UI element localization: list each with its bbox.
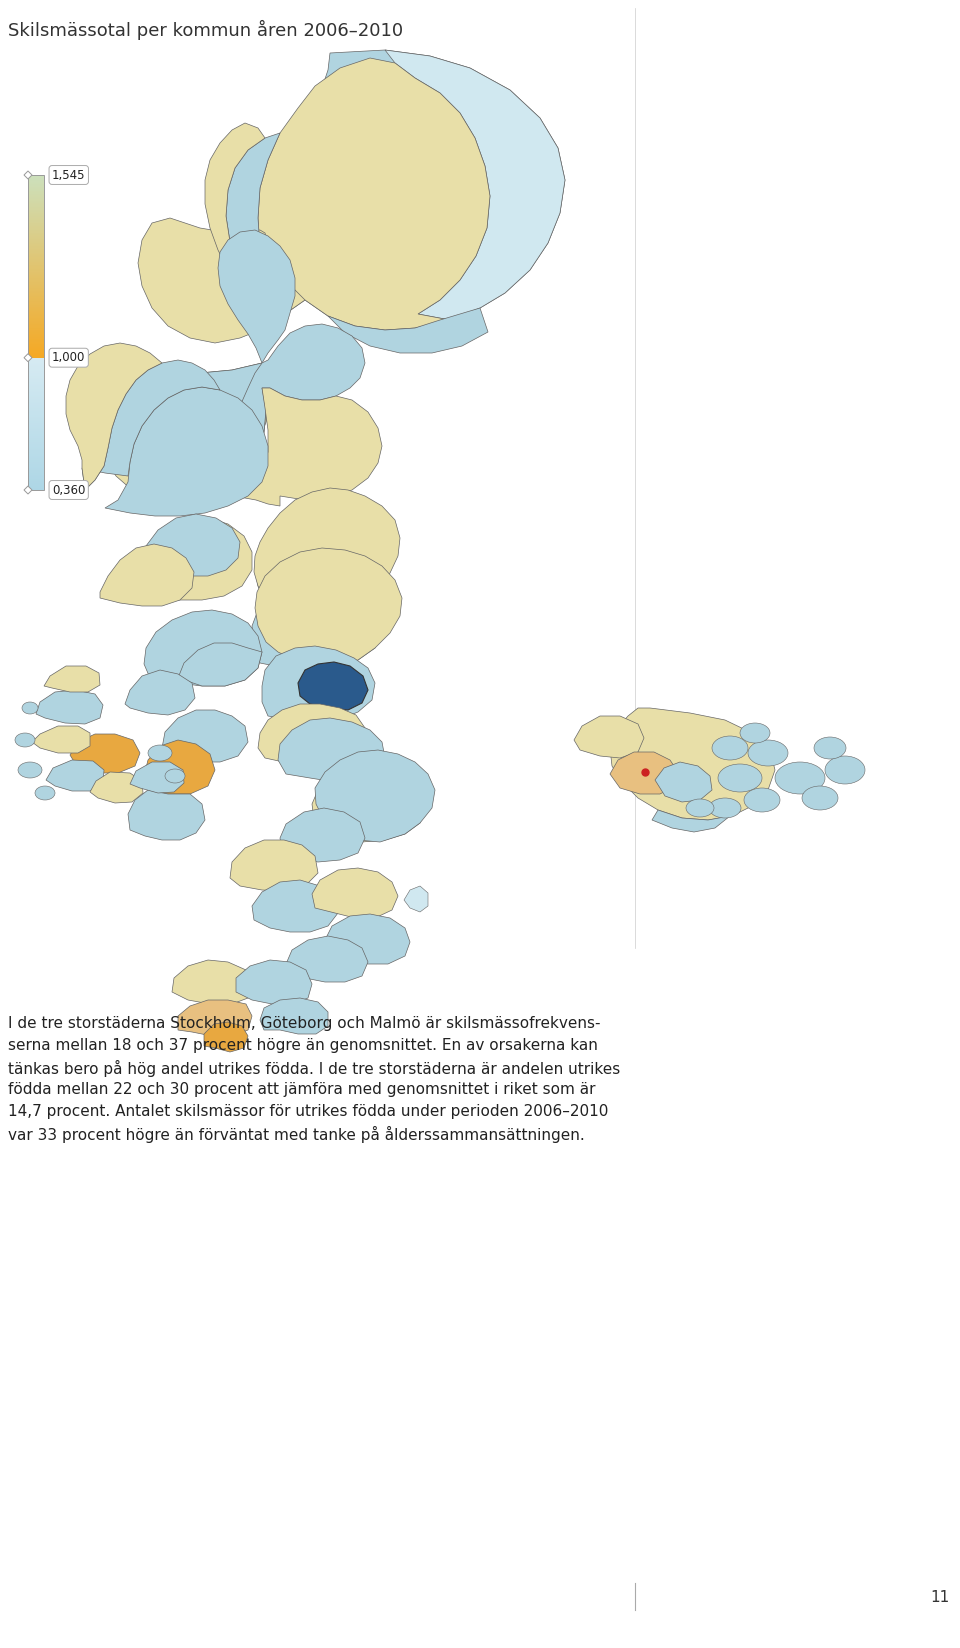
Text: serna mellan 18 och 37 procent högre än genomsnittet. En av orsakerna kan: serna mellan 18 och 37 procent högre än … [8, 1038, 598, 1053]
Polygon shape [46, 760, 104, 791]
Text: I de tre storstäderna Stockholm, Göteborg och Malmö är skilsmässofrekvens-: I de tre storstäderna Stockholm, Götebor… [8, 1017, 601, 1032]
Polygon shape [36, 691, 103, 723]
Polygon shape [162, 710, 248, 761]
Ellipse shape [775, 761, 825, 794]
Ellipse shape [814, 737, 846, 760]
Polygon shape [280, 808, 365, 862]
Polygon shape [100, 544, 194, 606]
Polygon shape [610, 751, 678, 794]
Polygon shape [254, 488, 400, 611]
Ellipse shape [718, 765, 762, 793]
Polygon shape [148, 387, 382, 509]
Polygon shape [286, 936, 368, 982]
Polygon shape [262, 646, 375, 722]
Polygon shape [178, 1000, 252, 1037]
Polygon shape [574, 715, 644, 758]
Polygon shape [100, 363, 270, 499]
Polygon shape [252, 582, 382, 671]
Polygon shape [652, 811, 730, 832]
Polygon shape [24, 354, 32, 361]
Text: 1,545: 1,545 [52, 168, 85, 181]
Polygon shape [262, 49, 565, 330]
Polygon shape [218, 231, 295, 363]
Bar [28, 175, 44, 489]
Polygon shape [226, 133, 280, 328]
Text: 0,360: 0,360 [52, 483, 85, 496]
Text: tänkas bero på hög andel utrikes födda. I de tre storstäderna är andelen utrikes: tänkas bero på hög andel utrikes födda. … [8, 1060, 620, 1078]
Ellipse shape [744, 788, 780, 812]
Polygon shape [655, 761, 712, 803]
Polygon shape [385, 49, 565, 320]
Polygon shape [312, 868, 398, 918]
Text: 1,000: 1,000 [52, 351, 85, 364]
Polygon shape [128, 789, 205, 840]
Polygon shape [124, 325, 365, 493]
Polygon shape [252, 880, 338, 933]
Polygon shape [230, 840, 318, 892]
Text: 11: 11 [931, 1590, 950, 1605]
Polygon shape [328, 308, 488, 353]
Ellipse shape [748, 740, 788, 766]
Polygon shape [278, 719, 385, 783]
Ellipse shape [712, 737, 748, 760]
Ellipse shape [35, 786, 55, 799]
Polygon shape [255, 549, 402, 664]
Ellipse shape [825, 756, 865, 784]
Text: Skilsmässotal per kommun åren 2006–2010: Skilsmässotal per kommun åren 2006–2010 [8, 20, 403, 40]
Polygon shape [24, 171, 32, 180]
Ellipse shape [165, 770, 185, 783]
Polygon shape [205, 124, 265, 330]
Polygon shape [255, 524, 385, 608]
Polygon shape [260, 999, 328, 1033]
Polygon shape [44, 666, 100, 692]
Polygon shape [258, 58, 490, 330]
Polygon shape [146, 514, 240, 577]
Polygon shape [125, 671, 195, 715]
Polygon shape [312, 768, 425, 842]
Text: födda mellan 22 och 30 procent att jämföra med genomsnittet i riket som är: födda mellan 22 och 30 procent att jämfö… [8, 1083, 595, 1098]
Polygon shape [90, 771, 143, 803]
Polygon shape [404, 887, 428, 911]
Text: var 33 procent högre än förväntat med tanke på ålderssammansättningen.: var 33 procent högre än förväntat med ta… [8, 1126, 585, 1144]
Polygon shape [144, 610, 262, 686]
Ellipse shape [148, 745, 172, 761]
Polygon shape [315, 750, 435, 842]
Ellipse shape [22, 702, 38, 714]
Polygon shape [204, 1022, 248, 1051]
Ellipse shape [802, 786, 838, 811]
Ellipse shape [15, 733, 35, 747]
Polygon shape [32, 727, 90, 753]
Polygon shape [178, 643, 262, 686]
Polygon shape [140, 517, 252, 600]
Polygon shape [105, 387, 268, 516]
Polygon shape [298, 662, 368, 710]
Polygon shape [138, 218, 305, 343]
Polygon shape [70, 733, 140, 773]
Ellipse shape [686, 799, 714, 817]
Polygon shape [144, 740, 215, 794]
Polygon shape [325, 915, 410, 964]
Polygon shape [258, 704, 365, 766]
Polygon shape [82, 359, 220, 489]
Polygon shape [172, 961, 252, 1004]
Polygon shape [236, 961, 312, 1004]
Polygon shape [66, 343, 162, 489]
Text: 14,7 procent. Antalet skilsmässor för utrikes födda under perioden 2006–2010: 14,7 procent. Antalet skilsmässor för ut… [8, 1104, 609, 1119]
Ellipse shape [18, 761, 42, 778]
Ellipse shape [709, 798, 741, 817]
Polygon shape [610, 709, 775, 821]
Polygon shape [24, 486, 32, 494]
Ellipse shape [740, 723, 770, 743]
Polygon shape [130, 761, 184, 793]
Polygon shape [118, 363, 266, 493]
